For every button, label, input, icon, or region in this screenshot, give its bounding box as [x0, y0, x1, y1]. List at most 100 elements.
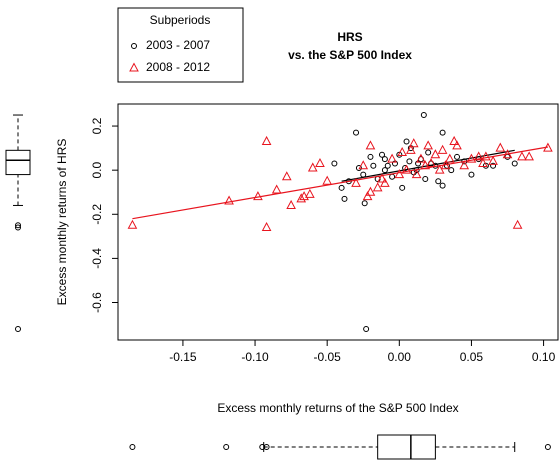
scatter-point	[224, 195, 234, 205]
scatter-point	[524, 151, 534, 161]
scatter-point	[394, 169, 405, 179]
plot-frame	[117, 103, 559, 341]
x-tick-label: -0.15	[169, 350, 197, 364]
scatter-point	[396, 151, 403, 158]
scatter-point	[511, 160, 518, 167]
box	[5, 149, 31, 176]
scatter-point	[261, 135, 272, 145]
scatter-point	[305, 188, 315, 198]
y-tick-label: -0.6	[90, 292, 104, 313]
scatter-point	[372, 182, 383, 192]
x-tick-label: 0.05	[460, 350, 484, 364]
y-tick-label: 0.0	[90, 162, 104, 179]
legend-label: 2003 - 2007	[146, 38, 210, 52]
scatter-point	[401, 164, 412, 174]
scatter-point	[361, 200, 368, 207]
scatter-point	[358, 160, 369, 170]
scatter-point	[422, 175, 429, 182]
scatter-point	[360, 171, 367, 178]
scatter-point	[384, 162, 391, 169]
scatter-point	[444, 153, 455, 163]
y-tick-label: -0.2	[90, 204, 104, 225]
scatter-point	[379, 151, 385, 158]
x-tick-label: -0.05	[314, 350, 342, 364]
box-outlier	[544, 444, 551, 450]
fit-line	[132, 146, 549, 220]
scatter-point	[253, 191, 263, 201]
x-tick-label: -0.10	[241, 350, 269, 364]
scatter-point	[439, 129, 446, 136]
scatter-point	[448, 167, 455, 174]
scatter-point	[517, 151, 527, 161]
scatter-point	[307, 162, 318, 172]
x-tick-label: 0.00	[388, 350, 412, 364]
scatter-point	[399, 184, 406, 191]
scatter-point	[341, 195, 348, 202]
scatter-point	[351, 177, 361, 187]
scatter-point	[322, 175, 333, 185]
legend-marker	[131, 43, 137, 49]
scatter-point	[411, 169, 422, 179]
scatter-point	[473, 151, 484, 161]
scatter-point	[437, 144, 448, 154]
scatter-point	[380, 177, 390, 187]
scatter-point	[261, 221, 272, 232]
scatter-point	[459, 160, 470, 170]
scatter-point	[426, 157, 436, 168]
scatter-point	[403, 138, 410, 145]
scatter-point	[434, 164, 445, 174]
scatter-point	[430, 149, 441, 159]
scatter-point	[425, 149, 432, 156]
scatter-point	[406, 158, 413, 165]
scatter-point	[397, 146, 408, 157]
scatter-point	[423, 140, 433, 150]
box-outlier	[15, 224, 21, 231]
scatter-point	[420, 112, 427, 119]
scatter-point	[439, 182, 446, 189]
x-tick-label: 0.10	[532, 350, 556, 364]
scatter-point	[488, 155, 498, 165]
scatter-point	[353, 129, 360, 136]
legend-box	[117, 7, 244, 83]
scatter-point	[512, 219, 523, 229]
scatter-point	[490, 162, 497, 169]
legend-label: 2008 - 2012	[146, 60, 210, 74]
scatter-point	[495, 142, 506, 152]
scatter-point	[452, 140, 462, 150]
scatter-point	[481, 151, 491, 161]
scatter-point	[387, 153, 397, 163]
y-tick-label: 0.2	[90, 117, 104, 134]
scatter-point	[370, 162, 377, 169]
chart-subtitle: vs. the S&P 500 Index	[288, 48, 412, 62]
box-outlier	[15, 222, 21, 229]
chart-title: HRS	[337, 30, 362, 44]
scatter-point	[449, 135, 459, 145]
scatter-point	[299, 191, 309, 201]
scatter-point	[338, 184, 345, 191]
box-outlier	[259, 444, 266, 450]
scatter-point	[416, 153, 426, 163]
scatter-point	[331, 160, 338, 167]
scatter-point	[408, 138, 419, 148]
scatter-point	[389, 173, 396, 180]
box-outlier	[263, 444, 270, 450]
x-axis-label: Excess monthly returns of the S&P 500 In…	[217, 401, 458, 415]
scatter-point	[482, 162, 489, 169]
scatter-point	[377, 173, 387, 183]
scatter-point	[363, 325, 370, 332]
scatter-point	[367, 153, 374, 160]
legend-title: Subperiods	[150, 13, 211, 27]
scatter-point	[454, 153, 461, 160]
scatter-point	[315, 157, 325, 168]
scatter-point	[281, 171, 292, 181]
scatter-point	[478, 157, 488, 168]
scatter-point	[355, 164, 362, 171]
scatter-point	[435, 178, 442, 185]
y-axis-label: Excess monthly returns of HRS	[55, 139, 69, 306]
scatter-point	[365, 186, 376, 196]
box	[377, 434, 436, 460]
box-outlier	[223, 444, 230, 450]
scatter-point	[127, 219, 138, 229]
scatter-point	[365, 140, 376, 150]
scatter-point	[466, 153, 477, 163]
